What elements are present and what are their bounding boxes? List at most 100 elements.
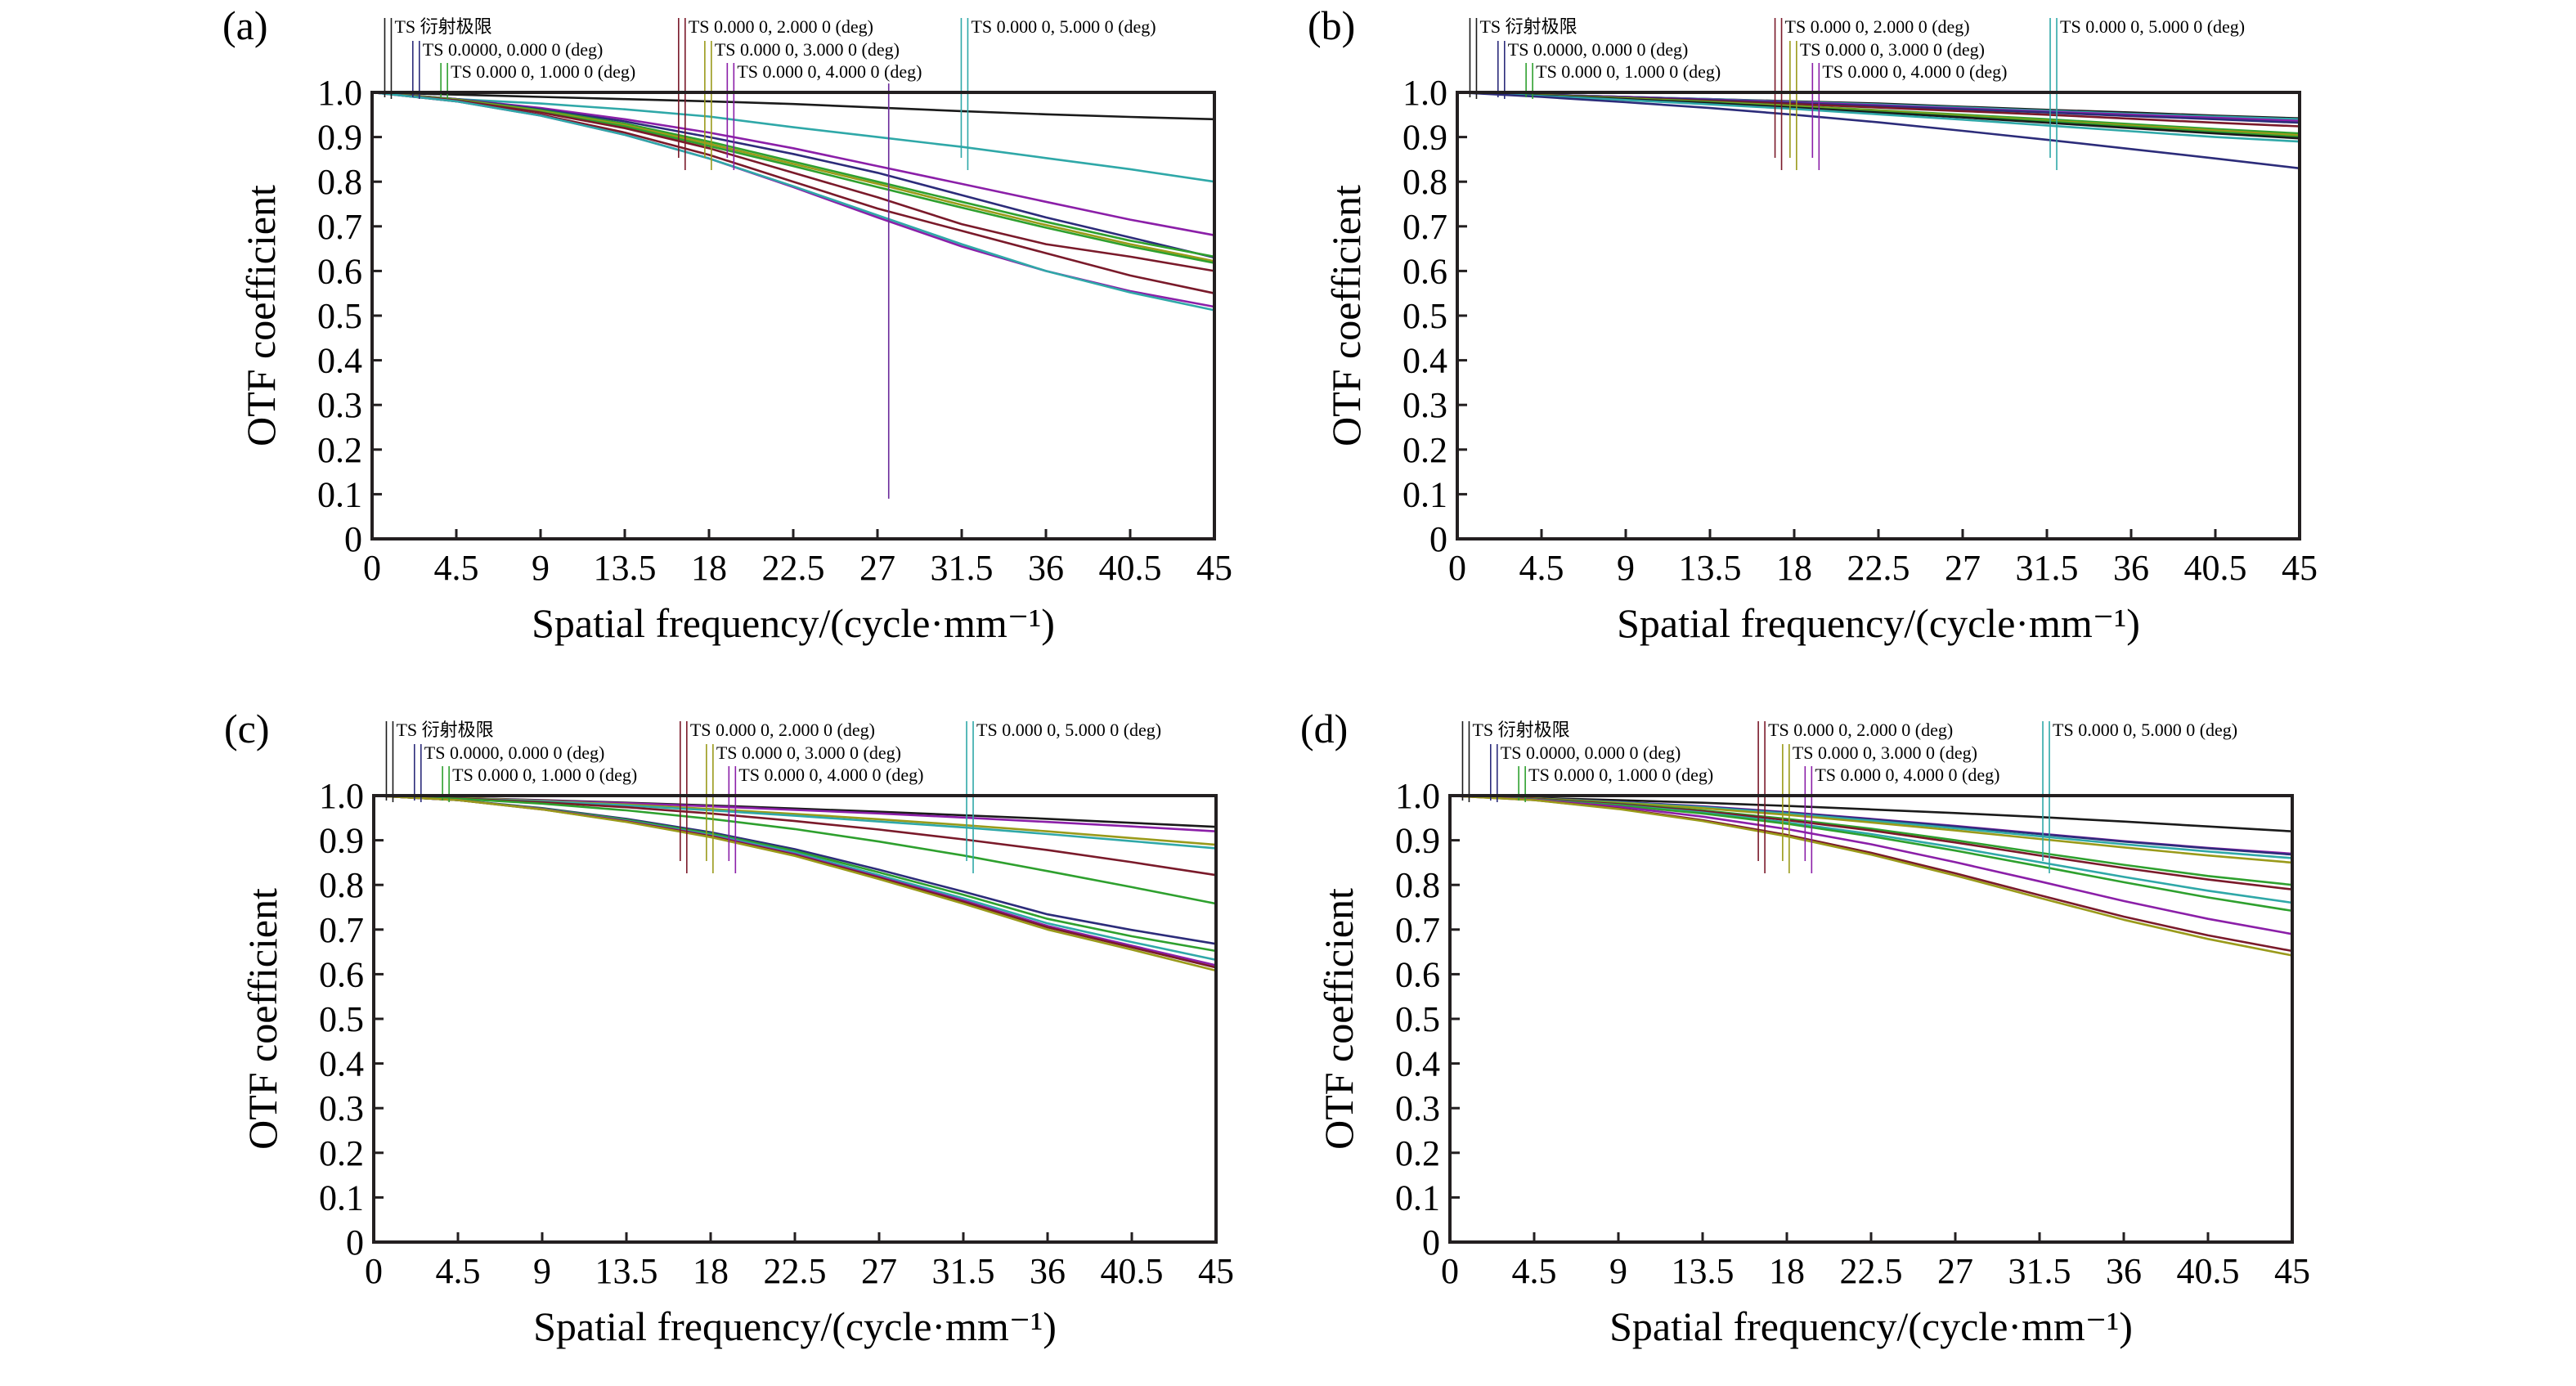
x-tick-label: 18 (1769, 1251, 1805, 1291)
x-tick-label: 27 (861, 1251, 897, 1291)
y-tick-label: 1.0 (1402, 73, 1447, 113)
y-tick-label: 0.6 (1395, 954, 1440, 994)
x-tick-label: 27 (1937, 1251, 1973, 1291)
annotation-label: TS 0.0000, 0.000 0 (deg) (424, 742, 605, 763)
panel-letter: (b) (1308, 2, 1355, 48)
y-tick-label: 0.6 (317, 251, 362, 291)
annotation-label: TS 0.000 0, 1.000 0 (deg) (451, 61, 635, 82)
annotation-label: TS 0.000 0, 3.000 0 (deg) (1793, 742, 1977, 763)
y-tick-label: 0.4 (319, 1044, 364, 1084)
y-tick-label: 1.0 (1395, 776, 1440, 816)
y-tick-label: 0.2 (1395, 1133, 1440, 1173)
y-tick-label: 0 (344, 519, 362, 559)
annotation-label: TS 0.000 0, 4.000 0 (deg) (738, 765, 923, 785)
y-tick-label: 0.4 (1402, 341, 1447, 381)
series-line-1 (371, 91, 1215, 183)
x-tick-label: 4.5 (434, 548, 479, 588)
x-axis-title: Spatial frequency/(cycle·mm⁻¹) (1617, 600, 2140, 646)
annotation-label: TS 0.000 0, 2.000 0 (deg) (689, 16, 873, 37)
y-tick-label: 0.5 (317, 296, 362, 336)
y-tick-label: 0.8 (1402, 162, 1447, 202)
x-tick-label: 36 (1030, 1251, 1066, 1291)
y-tick-label: 0.9 (317, 118, 362, 158)
series-line-9 (1449, 794, 2293, 935)
y-tick-label: 0.4 (1395, 1044, 1440, 1084)
y-tick-label: 0.9 (1395, 821, 1440, 861)
annotation-label: TS 0.000 0, 3.000 0 (deg) (1800, 39, 1985, 60)
y-tick-label: 0.8 (317, 162, 362, 202)
x-tick-label: 22.5 (762, 548, 825, 588)
x-axis-title: Spatial frequency/(cycle·mm⁻¹) (1609, 1303, 2133, 1349)
annotation-label: TS 0.000 0, 5.000 0 (deg) (976, 720, 1161, 740)
x-tick-label: 0 (363, 548, 381, 588)
x-tick-label: 31.5 (2008, 1251, 2071, 1291)
y-tick-label: 0.6 (1402, 251, 1447, 291)
y-tick-label: 0.3 (1402, 385, 1447, 425)
annotation-label: TS 0.000 0, 3.000 0 (deg) (715, 39, 900, 60)
y-tick-label: 1.0 (319, 776, 364, 816)
x-tick-label: 31.5 (931, 548, 994, 588)
x-tick-label: 18 (1776, 548, 1812, 588)
y-tick-label: 0.7 (1402, 207, 1447, 247)
x-tick-label: 22.5 (1840, 1251, 1903, 1291)
y-tick-label: 0.1 (317, 474, 362, 514)
y-tick-label: 1.0 (317, 73, 362, 113)
x-tick-label: 22.5 (1847, 548, 1910, 588)
annotation-label: TS 衍射极限 (1479, 16, 1577, 37)
annotation-label: TS 0.000 0, 5.000 0 (deg) (2060, 16, 2245, 37)
chart-panel-a: (a) TS 衍射极限 TS 0.0000, 0.000 0 (deg) TS 0.0… (0, 0, 1288, 683)
annotation-label: TS 0.000 0, 2.000 0 (deg) (690, 720, 875, 740)
x-axis-title: Spatial frequency/(cycle·mm⁻¹) (532, 600, 1055, 646)
annotation-label: TS 0.000 0, 2.000 0 (deg) (1768, 720, 1953, 740)
y-tick-label: 0.7 (317, 207, 362, 247)
x-tick-label: 9 (532, 548, 550, 588)
y-tick-label: 0 (1422, 1222, 1440, 1263)
x-tick-label: 45 (1196, 548, 1232, 588)
y-tick-label: 0.5 (319, 999, 364, 1039)
y-tick-label: 0.5 (1402, 296, 1447, 336)
annotation-label: TS 0.000 0, 1.000 0 (deg) (452, 765, 637, 785)
x-tick-label: 40.5 (2177, 1251, 2240, 1291)
y-tick-label: 0.3 (319, 1088, 364, 1128)
plot-frame (1456, 91, 2301, 540)
y-tick-label: 0.9 (1402, 118, 1447, 158)
y-tick-label: 0.8 (1395, 865, 1440, 905)
x-tick-label: 18 (691, 548, 727, 588)
annotation-label: TS 0.0000, 0.000 0 (deg) (423, 39, 604, 60)
x-tick-label: 13.5 (594, 548, 657, 588)
y-tick-label: 0.3 (1395, 1088, 1440, 1128)
annotation-label: TS 0.000 0, 2.000 0 (deg) (1785, 16, 1970, 37)
x-tick-label: 9 (1609, 1251, 1627, 1291)
x-tick-label: 27 (1945, 548, 1981, 588)
x-tick-label: 31.5 (932, 1251, 995, 1291)
x-tick-label: 4.5 (1519, 548, 1564, 588)
x-tick-label: 40.5 (2184, 548, 2247, 588)
y-axis-title: OTF coefficient (238, 185, 284, 446)
x-tick-label: 0 (365, 1251, 383, 1291)
annotation-label: TS 0.0000, 0.000 0 (deg) (1508, 39, 1689, 60)
chart-panel-d: (d) TS 衍射极限 TS 0.0000, 0.000 0 (deg) TS 0.0… (1078, 703, 2366, 1386)
x-tick-label: 4.5 (436, 1251, 481, 1291)
x-tick-label: 22.5 (764, 1251, 827, 1291)
y-tick-label: 0 (346, 1222, 364, 1263)
x-tick-label: 45 (2282, 548, 2318, 588)
x-tick-label: 31.5 (2016, 548, 2079, 588)
series-line-11 (373, 794, 1217, 972)
y-axis-title: OTF coefficient (1323, 185, 1369, 446)
y-axis-title: OTF coefficient (1316, 888, 1362, 1150)
annotation-label: TS 0.000 0, 4.000 0 (deg) (1822, 61, 2007, 82)
series-line-0 (371, 91, 1215, 121)
y-tick-label: 0.1 (1402, 474, 1447, 514)
x-tick-label: 18 (693, 1251, 729, 1291)
y-tick-label: 0.2 (319, 1133, 364, 1173)
x-tick-label: 40.5 (1099, 548, 1162, 588)
panel-letter: (d) (1300, 706, 1348, 751)
y-tick-label: 0.2 (1402, 430, 1447, 470)
series-line-10 (1456, 91, 2300, 170)
x-tick-label: 0 (1448, 548, 1466, 588)
annotation-label: TS 0.000 0, 1.000 0 (deg) (1528, 765, 1713, 785)
chart-panel-b: (b) TS 衍射极限 TS 0.0000, 0.000 0 (deg) TS 0.0… (1085, 0, 2373, 683)
